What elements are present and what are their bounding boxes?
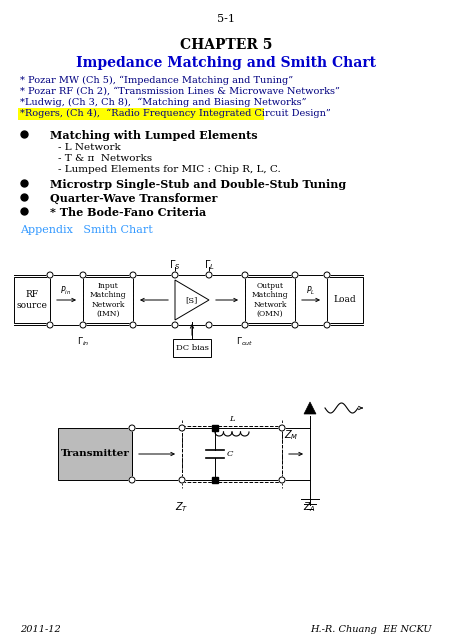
Circle shape	[206, 272, 212, 278]
Circle shape	[323, 322, 329, 328]
Circle shape	[80, 272, 86, 278]
Bar	[58, 428, 132, 480]
Bar	[244, 277, 295, 323]
Circle shape	[172, 322, 178, 328]
Circle shape	[278, 477, 285, 483]
Circle shape	[206, 322, 212, 328]
Circle shape	[291, 272, 297, 278]
Circle shape	[179, 425, 184, 431]
Circle shape	[241, 322, 248, 328]
Circle shape	[179, 477, 184, 483]
Text: Impedance Matching and Smith Chart: Impedance Matching and Smith Chart	[76, 56, 375, 70]
Text: Transmitter: Transmitter	[60, 449, 129, 458]
Circle shape	[129, 425, 135, 431]
Bar	[83, 277, 133, 323]
Circle shape	[130, 322, 136, 328]
Text: [S]: [S]	[184, 296, 197, 304]
Circle shape	[47, 322, 53, 328]
Bar	[173, 339, 211, 357]
Text: Load: Load	[333, 296, 355, 305]
Text: $\Gamma_{out}$: $\Gamma_{out}$	[236, 335, 253, 348]
Circle shape	[130, 272, 136, 278]
Text: Quarter-Wave Transformer: Quarter-Wave Transformer	[50, 193, 217, 204]
Circle shape	[80, 322, 86, 328]
Text: $Z_T$: $Z_T$	[175, 500, 189, 514]
Text: *Ludwig, (Ch 3, Ch 8),  “Matching and Biasing Networks”: *Ludwig, (Ch 3, Ch 8), “Matching and Bia…	[20, 98, 306, 108]
Text: C: C	[226, 450, 233, 458]
Text: $\Gamma_{in}$: $\Gamma_{in}$	[77, 335, 89, 348]
Text: $Z_M$: $Z_M$	[283, 428, 298, 442]
Circle shape	[278, 425, 285, 431]
Bar	[14, 277, 50, 323]
Circle shape	[241, 272, 248, 278]
Text: L: L	[229, 415, 234, 423]
Text: 5-1: 5-1	[216, 14, 235, 24]
Circle shape	[129, 477, 135, 483]
Text: $P_L$: $P_L$	[306, 285, 315, 297]
Text: *Rogers, (Ch 4),  “Radio Frequency Integrated Circuit Design”: *Rogers, (Ch 4), “Radio Frequency Integr…	[20, 109, 330, 118]
Polygon shape	[304, 402, 315, 414]
Text: - L Network: - L Network	[58, 143, 120, 152]
Text: 2011-12: 2011-12	[20, 625, 60, 634]
Text: Input
Matching
Network
(IMN): Input Matching Network (IMN)	[89, 282, 126, 318]
Circle shape	[291, 322, 297, 328]
Bar	[182, 426, 281, 482]
Text: DC bias: DC bias	[175, 344, 208, 352]
Bar	[18, 108, 263, 120]
Text: Appendix   Smith Chart: Appendix Smith Chart	[20, 225, 152, 235]
Text: $\Gamma_L$: $\Gamma_L$	[203, 258, 214, 272]
Text: H.-R. Chuang  EE NCKU: H.-R. Chuang EE NCKU	[310, 625, 431, 634]
Text: - Lumped Elements for MIC : Chip R, L, C.: - Lumped Elements for MIC : Chip R, L, C…	[58, 165, 280, 174]
Circle shape	[323, 272, 329, 278]
Text: * Pozar MW (Ch 5), “Impedance Matching and Tuning”: * Pozar MW (Ch 5), “Impedance Matching a…	[20, 76, 293, 85]
Bar	[326, 277, 362, 323]
Text: Microstrp Single-Stub and Double-Stub Tuning: Microstrp Single-Stub and Double-Stub Tu…	[50, 179, 345, 190]
Circle shape	[47, 272, 53, 278]
Text: $P_{in}$: $P_{in}$	[60, 285, 71, 297]
Text: $\Gamma_S$: $\Gamma_S$	[169, 258, 180, 272]
Text: - T & π  Networks: - T & π Networks	[58, 154, 152, 163]
Text: Output
Matching
Network
(OMN): Output Matching Network (OMN)	[251, 282, 288, 318]
Text: * The Bode-Fano Criteria: * The Bode-Fano Criteria	[50, 207, 206, 218]
Circle shape	[172, 272, 178, 278]
Text: RF
source: RF source	[17, 291, 47, 310]
Text: Matching with Lumped Elements: Matching with Lumped Elements	[50, 130, 257, 141]
Text: * Pozar RF (Ch 2), “Transmission Lines & Microwave Networks”: * Pozar RF (Ch 2), “Transmission Lines &…	[20, 87, 339, 96]
Text: $Z_A$: $Z_A$	[303, 500, 316, 514]
Text: CHAPTER 5: CHAPTER 5	[179, 38, 272, 52]
